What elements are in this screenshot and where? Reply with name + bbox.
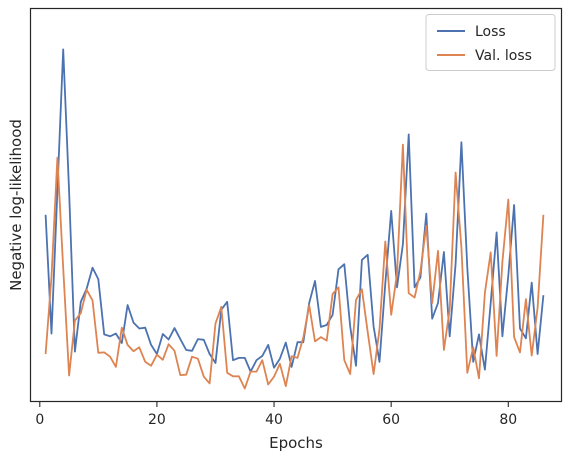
legend-label-loss: Loss [475,24,506,40]
x-axis-label: Epochs [269,434,323,452]
series-line-val-loss [44,143,545,390]
plot-frame [29,7,563,403]
series-layer [44,48,545,390]
x-tick-label: 60 [382,412,400,428]
x-axis-ticks: 0 20 40 60 80 [35,401,517,428]
legend-box [425,14,556,71]
x-tick-label: 40 [265,412,283,428]
series-line-loss [44,48,545,373]
x-tick-label: 0 [35,412,44,428]
x-tick-label: 80 [499,412,517,428]
x-tick-label: 20 [148,412,166,428]
legend: Loss Val. loss [425,14,556,71]
y-axis-label: Negative log-likelihood [7,119,25,291]
legend-label-val-loss: Val. loss [475,48,532,64]
